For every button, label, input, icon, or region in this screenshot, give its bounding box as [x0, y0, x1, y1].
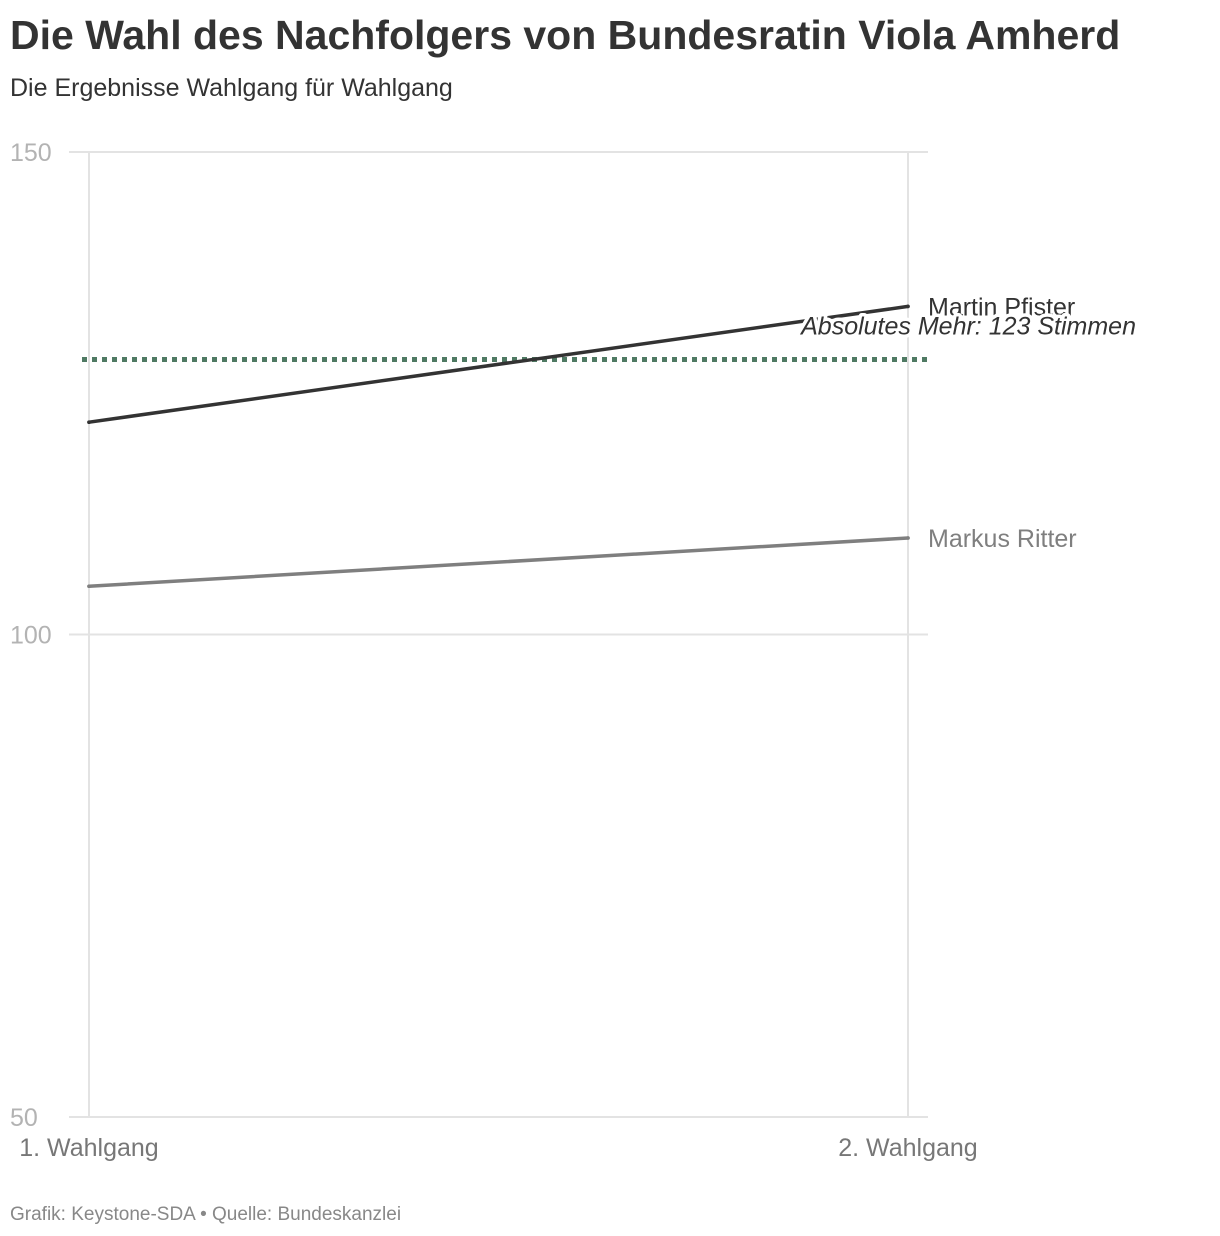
label-layer: Martin Pfister Markus Ritter Absolutes Meh…: [796, 293, 1140, 553]
x-tick-label: 2. Wahlgang: [838, 1134, 977, 1162]
data-point: [87, 584, 91, 589]
data-point: [87, 420, 91, 425]
series-line: [87, 536, 910, 588]
series-line: [87, 304, 910, 424]
x-tick-label: 1. Wahlgang: [19, 1134, 158, 1162]
data-point: [906, 536, 910, 540]
y-tick-label: 50: [10, 1104, 38, 1132]
source-credit: Grafik: Keystone-SDA • Quelle: Bundeskan…: [10, 1204, 402, 1225]
y-tick-label: 100: [10, 622, 52, 650]
reference-label: Absolutes Mehr: 123 Stimmen: [799, 312, 1136, 340]
series-label: Markus Ritter: [928, 525, 1077, 553]
series-label: Martin Pfister: [928, 293, 1075, 321]
chart-subtitle: Die Ergebnisse Wahlgang für Wahlgang: [10, 74, 453, 102]
chart-title: Die Wahl des Nachfolgers von Bundesratin…: [10, 12, 1121, 58]
y-tick-label: 150: [10, 139, 52, 167]
data-point: [906, 304, 910, 309]
series-layer: [87, 304, 910, 589]
grid-layer: 50 100 150 1. Wahlgang 2. Wahlgang: [10, 139, 978, 1162]
